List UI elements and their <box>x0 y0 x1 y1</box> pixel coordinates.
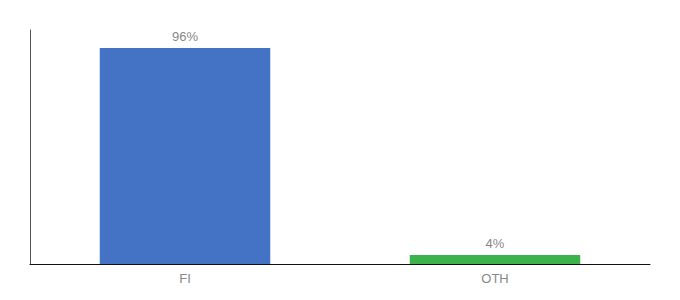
svg-text:FI: FI <box>179 271 191 286</box>
svg-text:96%: 96% <box>172 29 198 44</box>
svg-text:4%: 4% <box>486 236 505 251</box>
svg-text:OTH: OTH <box>481 271 508 286</box>
